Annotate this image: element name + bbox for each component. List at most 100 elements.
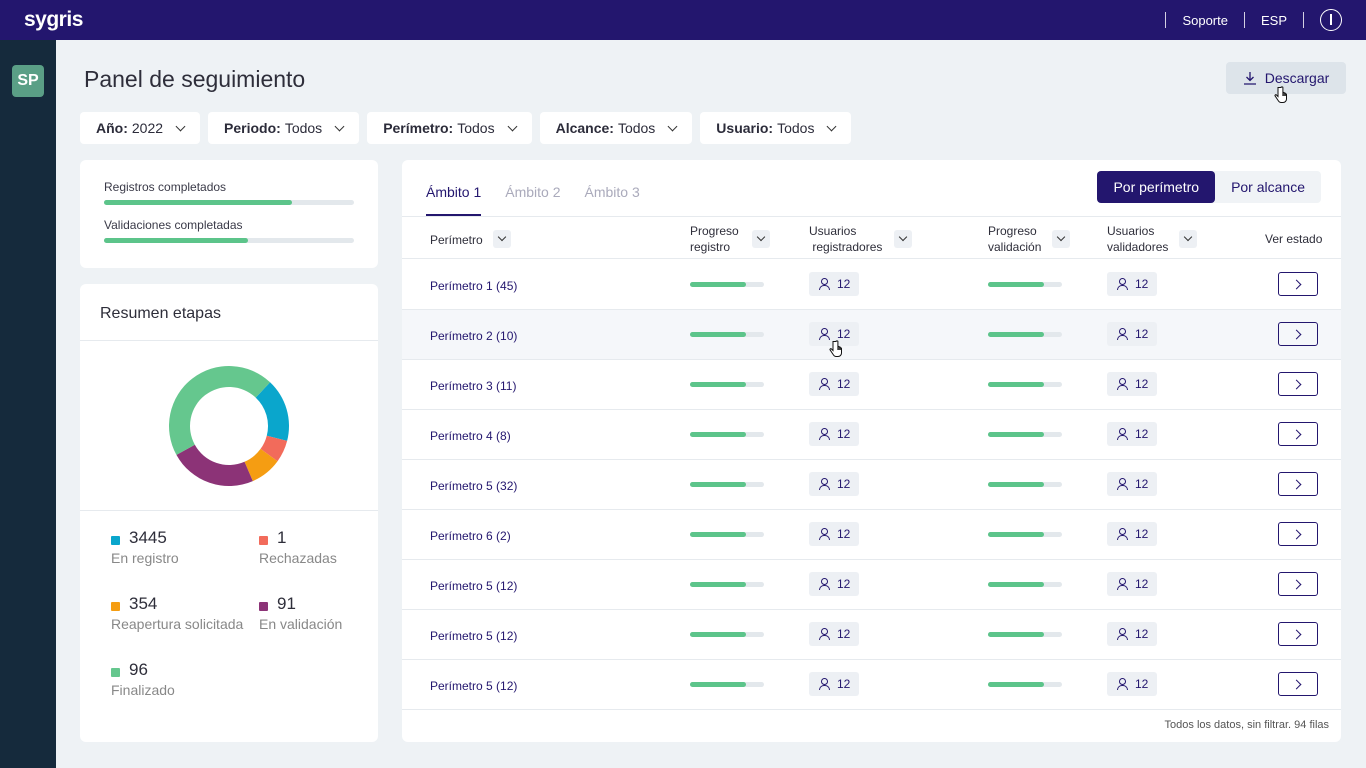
filter-user[interactable]: Usuario: Todos — [700, 112, 852, 144]
perimeter-name[interactable]: Perímetro 4 (8) — [430, 429, 511, 443]
perimeter-name[interactable]: Perímetro 1 (45) — [430, 279, 518, 293]
filter-period[interactable]: Periodo: Todos — [208, 112, 360, 144]
sort-chevron-icon[interactable] — [894, 230, 912, 248]
registrar-users-chip[interactable]: 12 — [809, 272, 859, 296]
validator-users-chip[interactable]: 12 — [1107, 322, 1157, 346]
table-header: Perímetro Progreso registro Usuarios regi… — [402, 216, 1341, 259]
perimeter-name[interactable]: Perímetro 3 (11) — [430, 379, 517, 393]
validator-users-chip[interactable]: 12 — [1107, 672, 1157, 696]
chevron-down-icon — [827, 121, 837, 131]
divider — [1165, 12, 1167, 28]
view-status-button[interactable] — [1278, 572, 1318, 596]
view-status-button[interactable] — [1278, 372, 1318, 396]
user-icon — [1117, 528, 1128, 540]
user-icon — [1117, 328, 1128, 340]
validations-progress-bar — [104, 238, 354, 243]
col-ver-estado: Ver estado — [1265, 232, 1323, 246]
view-status-button[interactable] — [1278, 272, 1318, 296]
support-link[interactable]: Soporte — [1182, 12, 1228, 28]
registration-progress-bar — [690, 382, 764, 387]
user-icon — [819, 428, 830, 440]
legend-swatch — [259, 602, 268, 611]
validator-users-chip[interactable]: 12 — [1107, 472, 1157, 496]
table-row: Perímetro 5 (12) 12 12 — [402, 610, 1341, 660]
view-toggle: Por perímetro Por alcance — [1097, 171, 1321, 203]
validator-users-chip[interactable]: 12 — [1107, 572, 1157, 596]
view-status-button[interactable] — [1278, 622, 1318, 646]
legend-swatch — [111, 668, 120, 677]
registrar-users-chip[interactable]: 12 — [809, 572, 859, 596]
table-footer-status: Todos los datos, sin filtrar. 94 filas — [1164, 719, 1329, 731]
validator-users-chip[interactable]: 12 — [1107, 372, 1157, 396]
view-status-button[interactable] — [1278, 322, 1318, 346]
registrar-users-chip[interactable]: 12 — [809, 522, 859, 546]
donut-segment-en-validación — [176, 444, 253, 486]
validator-users-chip[interactable]: 12 — [1107, 522, 1157, 546]
perimeter-name[interactable]: Perímetro 5 (12) — [430, 679, 518, 693]
page-title: Panel de seguimiento — [84, 66, 306, 92]
user-icon — [1117, 578, 1128, 590]
view-status-button[interactable] — [1278, 672, 1318, 696]
donut-segment-en-registro — [255, 382, 289, 441]
sort-chevron-icon[interactable] — [752, 230, 770, 248]
perimeter-name[interactable]: Perímetro 5 (12) — [430, 629, 518, 643]
sort-chevron-icon[interactable] — [1179, 230, 1197, 248]
validation-progress-bar — [988, 382, 1062, 387]
user-icon — [819, 328, 830, 340]
legend-swatch — [111, 602, 120, 611]
table-row: Perímetro 2 (10) 12 12 — [402, 310, 1341, 360]
donut-segment-rechazadas — [260, 435, 288, 462]
sort-chevron-icon[interactable] — [1052, 230, 1070, 248]
registrar-users-chip[interactable]: 12 — [809, 472, 859, 496]
registration-progress-bar — [690, 532, 764, 537]
user-icon — [1117, 678, 1128, 690]
legend-swatch — [259, 536, 268, 545]
validator-users-chip[interactable]: 12 — [1107, 622, 1157, 646]
by-scope-button[interactable]: Por alcance — [1231, 179, 1305, 195]
view-status-button[interactable] — [1278, 472, 1318, 496]
filter-perimeter[interactable]: Perímetro: Todos — [367, 112, 532, 144]
filter-year[interactable]: Año: 2022 — [80, 112, 201, 144]
user-icon — [1117, 478, 1128, 490]
table-row: Perímetro 3 (11) 12 12 — [402, 360, 1341, 410]
perimeter-name[interactable]: Perímetro 5 (12) — [430, 579, 518, 593]
view-status-button[interactable] — [1278, 422, 1318, 446]
registration-progress-bar — [690, 282, 764, 287]
divider — [1303, 12, 1304, 28]
user-icon — [819, 578, 830, 590]
registrar-users-chip[interactable]: 12 — [809, 622, 859, 646]
validation-progress-bar — [988, 332, 1062, 337]
registrar-users-chip[interactable]: 12 — [809, 672, 859, 696]
app-logo[interactable]: sygris — [24, 8, 83, 31]
tab-ambito-1[interactable]: Ámbito 1 — [426, 184, 482, 216]
hand-cursor-icon — [1274, 86, 1287, 103]
table-row: Perímetro 5 (12) 12 12 — [402, 660, 1341, 710]
perimeter-name[interactable]: Perímetro 6 (2) — [430, 529, 511, 543]
tab-ambito-3[interactable]: Ámbito 3 — [584, 184, 640, 200]
download-icon — [1243, 72, 1256, 85]
user-icon — [819, 378, 830, 390]
sort-chevron-icon[interactable] — [493, 230, 511, 248]
validator-users-chip[interactable]: 12 — [1107, 422, 1157, 446]
user-avatar[interactable]: SP — [12, 65, 44, 97]
perimeter-name[interactable]: Perímetro 2 (10) — [430, 329, 518, 343]
registrar-users-chip[interactable]: 12 — [809, 372, 859, 396]
language-link[interactable]: ESP — [1260, 12, 1287, 28]
top-bar: sygris Soporte ESP — [0, 0, 1366, 40]
perimeter-name[interactable]: Perímetro 5 (32) — [430, 479, 518, 493]
col-perimetro: Perímetro — [430, 233, 483, 247]
stages-donut-chart — [169, 366, 289, 486]
user-icon — [1117, 628, 1128, 640]
registrar-users-chip[interactable]: 12 — [809, 422, 859, 446]
validator-users-chip[interactable]: 12 — [1107, 272, 1157, 296]
view-status-button[interactable] — [1278, 522, 1318, 546]
registration-progress-bar — [690, 432, 764, 437]
by-perimeter-button[interactable]: Por perímetro — [1097, 171, 1216, 203]
divider — [80, 510, 378, 511]
validation-progress-bar — [988, 282, 1062, 287]
download-button[interactable]: Descargar — [1226, 62, 1346, 94]
tab-ambito-2[interactable]: Ámbito 2 — [505, 184, 561, 200]
validation-progress-bar — [988, 482, 1062, 487]
power-icon[interactable] — [1320, 9, 1342, 31]
filter-scope[interactable]: Alcance: Todos — [539, 112, 693, 144]
